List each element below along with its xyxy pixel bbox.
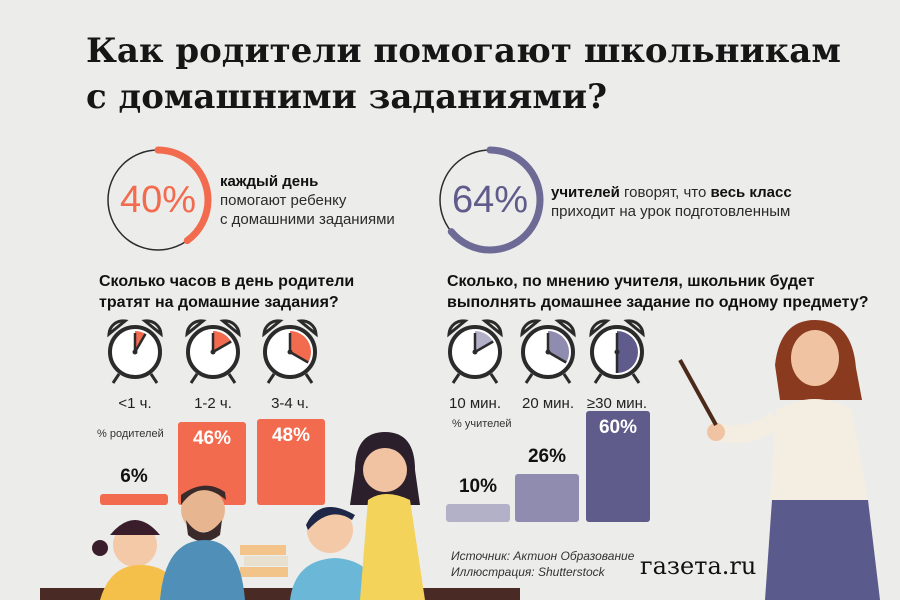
- clock-fill-wedge: [617, 331, 638, 373]
- ring-progress-arc: [436, 146, 544, 254]
- bar-value-label: 26%: [527, 445, 567, 467]
- mother-body-shape: [360, 494, 425, 600]
- stat-right-mid: говорят, что: [619, 184, 711, 201]
- right-question-line2: выполнять домашнее задание по одному пре…: [447, 294, 869, 311]
- book-shape: [240, 567, 288, 577]
- bar-value-label: 60%: [598, 417, 638, 438]
- title-line-1: Как родители помогают школьникам: [86, 31, 841, 71]
- alarm-clock-icon: [520, 319, 576, 384]
- stat-left-bold: каждый день: [220, 173, 319, 190]
- alarm-clock-icon: [262, 319, 318, 384]
- right-unit-note: % учителей: [452, 418, 512, 430]
- teacher-skirt-shape: [765, 500, 880, 600]
- brand-logo: газета.ru: [640, 552, 757, 580]
- girl-bun-shape: [92, 540, 108, 556]
- alarm-clock-icon: [185, 319, 241, 384]
- alarm-clock-icon: [447, 319, 503, 384]
- bar-value-label: 48%: [271, 424, 311, 446]
- stat-left-ring: 40%: [103, 145, 213, 255]
- teacher-arm-shape: [717, 412, 781, 444]
- stat-left-text: каждый день помогают ребенку с домашними…: [220, 172, 395, 229]
- clock-label: 20 мин.: [522, 395, 574, 412]
- father-body-shape: [160, 540, 245, 600]
- boy-hair-shape: [306, 507, 355, 530]
- ring-graphic: [436, 146, 544, 254]
- clock-label: 3-4 ч.: [271, 395, 309, 412]
- right-question: Сколько, по мнению учителя, школьник буд…: [447, 271, 869, 313]
- clock-label: 1-2 ч.: [194, 395, 232, 412]
- source-line1: Источник: Актион Образование: [451, 549, 635, 563]
- bar: [257, 418, 325, 505]
- stat-left-percent: 40%: [119, 179, 197, 221]
- clock-fill-wedge: [475, 331, 494, 352]
- clock-label: 10 мин.: [449, 395, 501, 412]
- stat-left-line2: с домашними заданиями: [220, 211, 395, 228]
- stat-right-bold1: учителей: [551, 184, 620, 201]
- stat-right-bold2: весь класс: [710, 184, 792, 201]
- bar-value-label: 6%: [120, 466, 148, 488]
- teacher-blouse-shape: [770, 399, 868, 500]
- stat-right-percent: 64%: [451, 179, 529, 221]
- bar: [446, 503, 510, 522]
- clock-label: <1 ч.: [118, 395, 152, 412]
- teacher-head-shape: [791, 330, 839, 386]
- bar: [100, 494, 168, 505]
- bar: [586, 411, 650, 522]
- alarm-clock-icon: [589, 319, 645, 384]
- father-hair-shape: [181, 485, 226, 505]
- stat-right-ring: 64%: [435, 145, 545, 255]
- left-question-line2: тратят на домашние задания?: [99, 294, 339, 311]
- stat-left-line1: помогают ребенку: [220, 192, 347, 209]
- left-question: Сколько часов в день родители тратят на …: [99, 271, 354, 313]
- book-shape: [244, 556, 288, 566]
- clock-fill-wedge: [213, 331, 232, 352]
- alarm-clock-icon: [107, 319, 163, 384]
- source-note: Источник: Актион Образование Иллюстрация…: [451, 548, 634, 580]
- father-head-shape: [181, 488, 225, 532]
- book-shape: [240, 545, 286, 555]
- girl-hair-shape: [110, 520, 160, 535]
- ring-progress-arc: [104, 146, 212, 254]
- pointer-stick: [678, 359, 718, 426]
- father-beard-shape: [186, 520, 222, 542]
- boy-body-shape: [290, 558, 380, 600]
- ring-graphic: [104, 146, 212, 254]
- clock-label: ≥30 мин.: [586, 395, 648, 412]
- title-line-2: с домашними заданиями?: [86, 77, 607, 117]
- stat-right-line2: приходит на урок подготовленным: [551, 203, 791, 220]
- stat-right-text: учителей говорят, что весь класс приходи…: [551, 183, 792, 221]
- left-question-line1: Сколько часов в день родители: [99, 273, 355, 290]
- bar-value-label: 10%: [458, 475, 498, 497]
- source-line2: Иллюстрация: Shutterstock: [451, 565, 605, 579]
- right-question-line1: Сколько, по мнению учителя, школьник буд…: [447, 273, 815, 290]
- left-unit-note: % родителей: [97, 428, 164, 440]
- mother-head-shape: [363, 448, 407, 492]
- bar: [515, 473, 579, 522]
- page-title: Как родители помогают школьникам с домаш…: [86, 28, 846, 120]
- girl-body-shape: [100, 565, 180, 600]
- teacher-hand-shape: [707, 423, 725, 441]
- bar-value-label: 46%: [192, 428, 232, 450]
